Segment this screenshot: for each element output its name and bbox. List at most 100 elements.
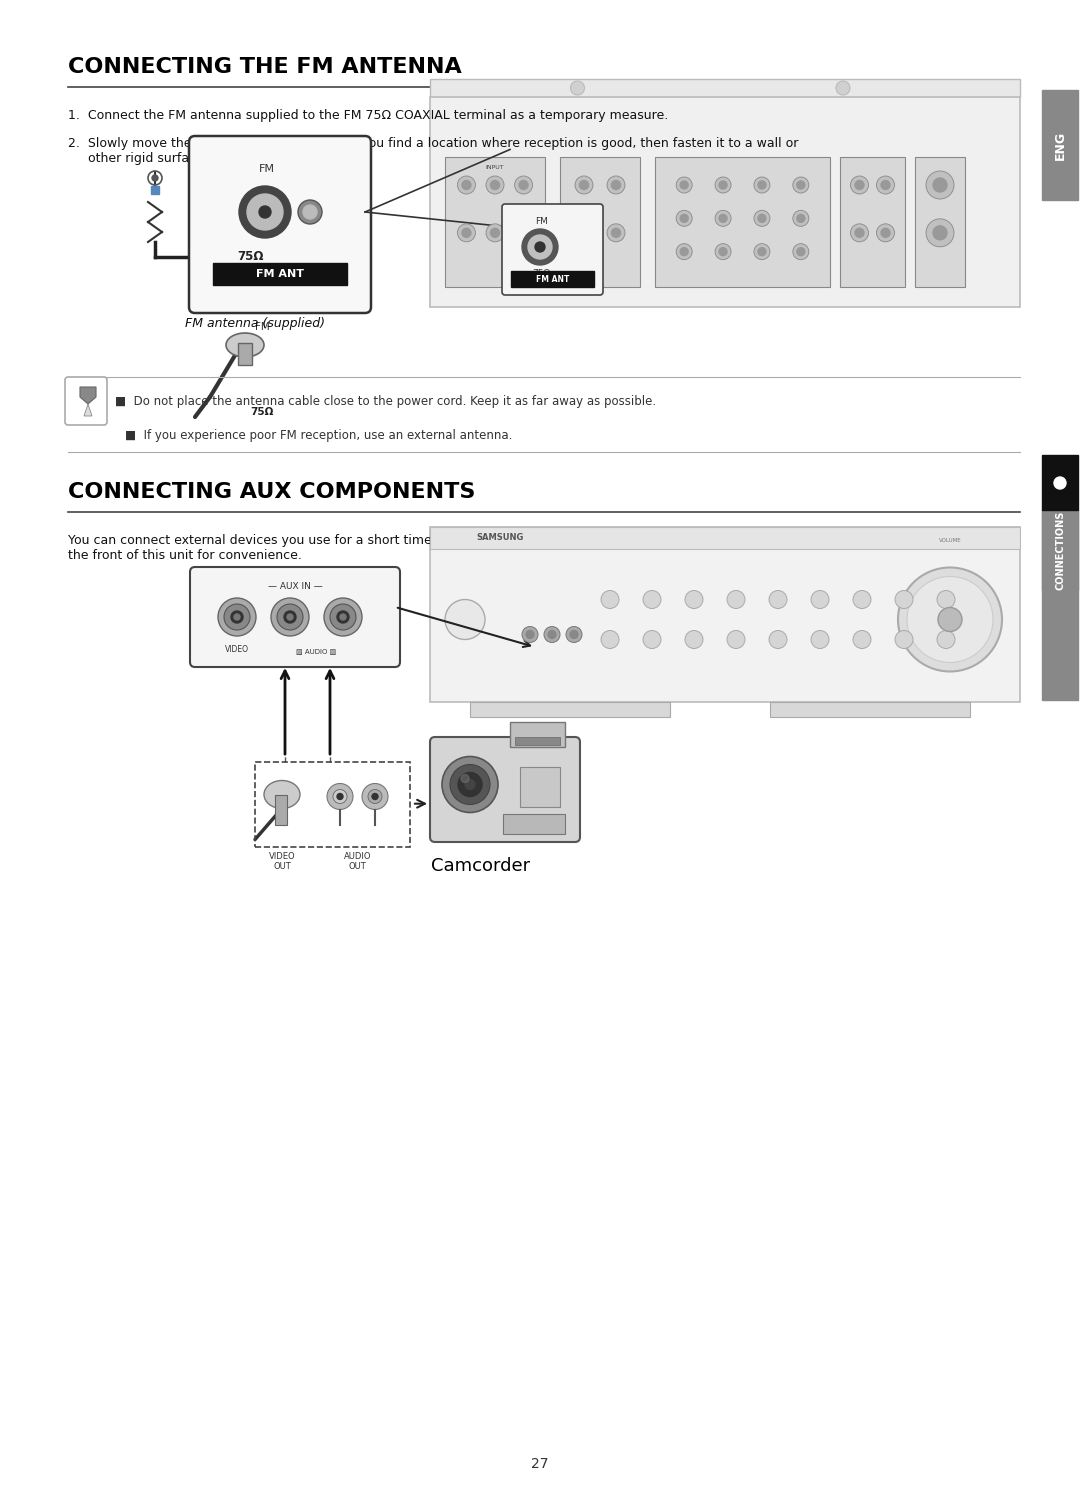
Circle shape [607,176,625,194]
Circle shape [528,236,552,260]
Circle shape [462,181,471,189]
Circle shape [372,794,378,800]
Circle shape [797,181,805,189]
Circle shape [218,598,256,636]
Circle shape [926,172,954,198]
Text: ▨ AUDIO ▨: ▨ AUDIO ▨ [296,648,337,653]
Circle shape [877,224,894,242]
Circle shape [769,591,787,609]
Circle shape [611,181,621,189]
Circle shape [298,200,322,224]
Circle shape [897,567,1002,671]
Circle shape [570,631,578,639]
Text: FM antenna (supplied): FM antenna (supplied) [185,316,325,330]
Text: VIDEO: VIDEO [225,645,249,653]
Text: AUDIO
OUT: AUDIO OUT [343,852,372,871]
Circle shape [758,181,766,189]
Bar [561,157,640,286]
Circle shape [685,631,703,649]
Text: FM: FM [535,216,548,225]
Text: FM ANT: FM ANT [256,269,303,279]
Bar [238,343,252,366]
Circle shape [715,243,731,260]
Bar [519,767,561,807]
Text: FM: FM [255,322,269,333]
Circle shape [754,243,770,260]
Circle shape [933,225,947,240]
Circle shape [234,615,240,621]
Text: ■  If you experience poor FM reception, use an external antenna.: ■ If you experience poor FM reception, u… [125,430,512,442]
Circle shape [519,228,528,237]
Text: FM: FM [258,164,274,175]
Bar [515,737,561,745]
Circle shape [575,176,593,194]
Circle shape [327,783,353,810]
Circle shape [685,591,703,609]
Circle shape [676,178,692,192]
Circle shape [526,631,534,639]
Circle shape [676,210,692,227]
Bar [1042,510,1078,700]
Circle shape [544,627,561,643]
Bar [503,815,565,834]
Bar [430,527,1020,703]
Circle shape [715,210,731,227]
Text: 2.  Slowly move the antenna wire around until you find a location where receptio: 2. Slowly move the antenna wire around u… [68,137,798,166]
Circle shape [758,215,766,222]
Circle shape [939,607,962,631]
Circle shape [933,178,947,192]
Circle shape [926,219,954,246]
Text: CONNECTING AUX COMPONENTS: CONNECTING AUX COMPONENTS [68,482,475,501]
Circle shape [224,604,249,630]
Circle shape [259,206,271,218]
Circle shape [811,631,829,649]
Polygon shape [84,404,92,416]
Circle shape [514,176,532,194]
Circle shape [754,178,770,192]
Circle shape [458,224,475,242]
Circle shape [519,181,528,189]
Bar [255,762,410,847]
FancyBboxPatch shape [190,567,400,667]
Circle shape [330,604,356,630]
Circle shape [287,615,293,621]
Circle shape [333,789,347,804]
Circle shape [442,756,498,813]
Text: Camcorder: Camcorder [431,856,530,874]
Text: CONNECTIONS: CONNECTIONS [1055,510,1065,589]
Circle shape [1054,477,1066,489]
Circle shape [853,631,870,649]
FancyBboxPatch shape [430,737,580,841]
Circle shape [324,598,362,636]
Bar [770,703,970,718]
Bar [151,186,159,194]
Circle shape [368,789,382,804]
Circle shape [458,176,475,194]
Circle shape [851,176,868,194]
Circle shape [643,631,661,649]
Circle shape [719,215,727,222]
FancyBboxPatch shape [65,377,107,425]
Bar [511,272,594,286]
Circle shape [881,228,890,237]
Circle shape [580,228,589,237]
Text: FM ANT: FM ANT [536,275,569,283]
Circle shape [676,243,692,260]
Ellipse shape [226,333,264,357]
Circle shape [600,591,619,609]
Circle shape [855,181,864,189]
Circle shape [231,612,243,624]
Text: ■  Do not place the antenna cable close to the power cord. Keep it as far away a: ■ Do not place the antenna cable close t… [114,395,657,407]
Bar [430,79,1020,97]
Text: — AUX IN —: — AUX IN — [268,582,322,591]
Circle shape [580,181,589,189]
Text: ENG: ENG [1053,130,1067,160]
Circle shape [465,779,475,789]
Circle shape [514,224,532,242]
Circle shape [600,631,619,649]
Text: INPUT: INPUT [486,166,504,170]
Circle shape [895,591,913,609]
Circle shape [643,591,661,609]
Text: You can connect external devices you use for a short time (camcorder, game conso: You can connect external devices you use… [68,534,774,562]
Circle shape [797,248,805,255]
